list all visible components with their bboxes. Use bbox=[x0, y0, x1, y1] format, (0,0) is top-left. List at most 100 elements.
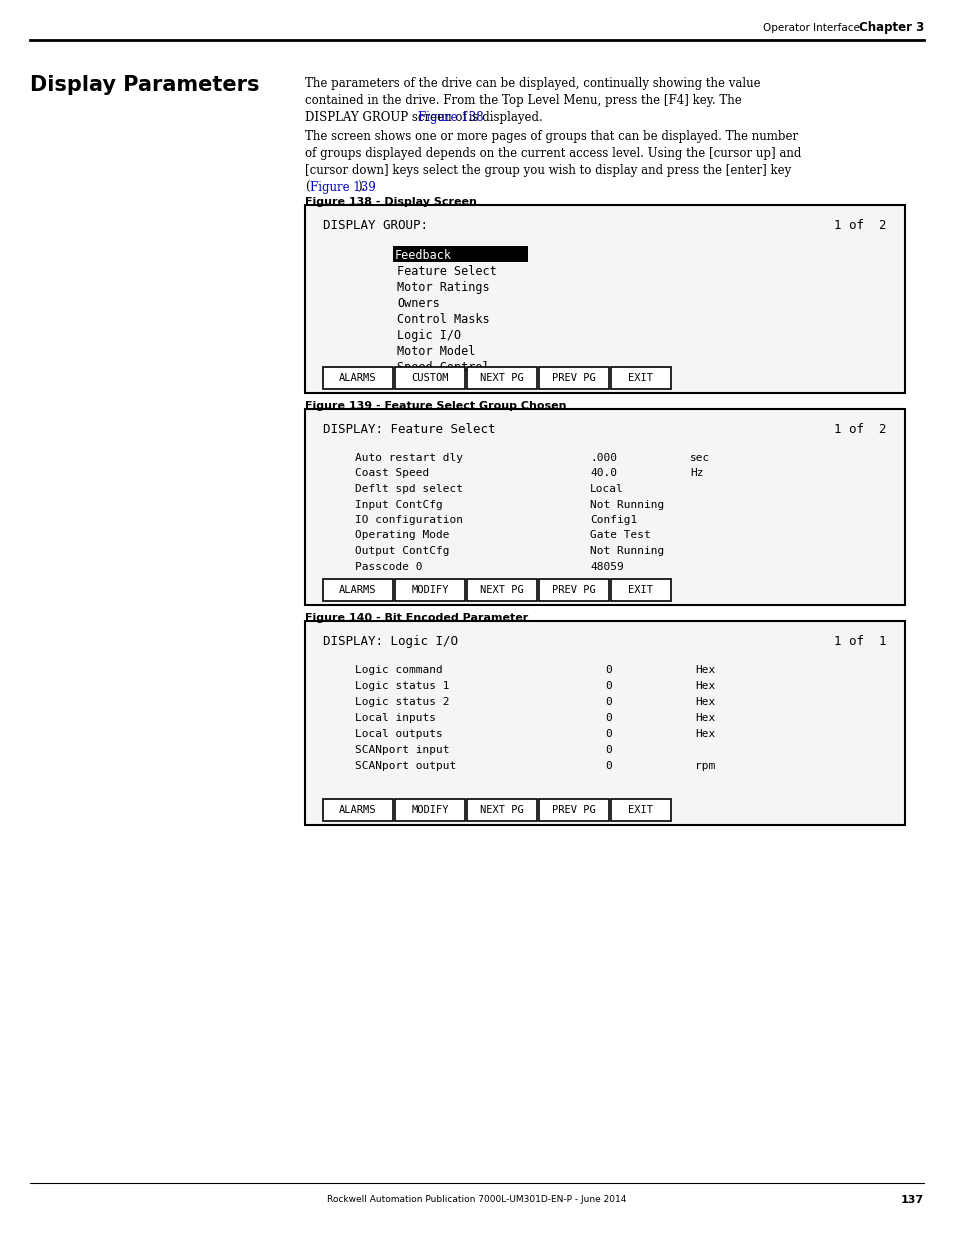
Text: 1 of  2: 1 of 2 bbox=[834, 424, 886, 436]
Text: contained in the drive. From the Top Level Menu, press the [F4] key. The: contained in the drive. From the Top Lev… bbox=[305, 94, 741, 107]
Text: 0: 0 bbox=[604, 680, 611, 692]
Text: Logic status 1: Logic status 1 bbox=[355, 680, 449, 692]
Text: Chapter 3: Chapter 3 bbox=[858, 21, 923, 35]
Text: Figure 139 - Feature Select Group Chosen: Figure 139 - Feature Select Group Chosen bbox=[305, 401, 566, 411]
Text: ALARMS: ALARMS bbox=[339, 585, 376, 595]
Text: Speed Control: Speed Control bbox=[396, 361, 489, 374]
Text: Logic I/O: Logic I/O bbox=[396, 329, 460, 342]
Text: Motor Ratings: Motor Ratings bbox=[396, 282, 489, 294]
Bar bbox=[538, 799, 608, 821]
Text: Hz: Hz bbox=[689, 468, 702, 478]
Text: Output ContCfg: Output ContCfg bbox=[355, 546, 449, 556]
Text: DISPLAY: Logic I/O: DISPLAY: Logic I/O bbox=[323, 635, 457, 648]
Text: Motor Model: Motor Model bbox=[396, 345, 475, 358]
Text: Auto restart dly: Auto restart dly bbox=[355, 453, 462, 463]
Text: Hex: Hex bbox=[695, 729, 715, 739]
Bar bbox=[323, 579, 393, 601]
Text: Passcode 0: Passcode 0 bbox=[355, 562, 422, 572]
Text: ALARMS: ALARMS bbox=[339, 805, 376, 815]
Text: DISPLAY GROUP screen of: DISPLAY GROUP screen of bbox=[305, 111, 470, 124]
Text: EXIT: EXIT bbox=[628, 373, 653, 383]
Text: Deflt spd select: Deflt spd select bbox=[355, 484, 462, 494]
Text: IO configuration: IO configuration bbox=[355, 515, 462, 525]
Text: .000: .000 bbox=[589, 453, 617, 463]
Text: Coast Speed: Coast Speed bbox=[355, 468, 429, 478]
Text: Owners: Owners bbox=[396, 296, 439, 310]
Text: Operating Mode: Operating Mode bbox=[355, 531, 449, 541]
Text: 137: 137 bbox=[900, 1195, 923, 1205]
Bar bbox=[467, 799, 537, 821]
Text: is displayed.: is displayed. bbox=[465, 111, 542, 124]
Text: Feature Select: Feature Select bbox=[396, 266, 497, 278]
Text: The parameters of the drive can be displayed, continually showing the value: The parameters of the drive can be displ… bbox=[305, 77, 760, 90]
Bar bbox=[395, 367, 464, 389]
Text: [cursor down] keys select the group you wish to display and press the [enter] ke: [cursor down] keys select the group you … bbox=[305, 164, 790, 177]
Text: Hex: Hex bbox=[695, 664, 715, 676]
Bar bbox=[610, 799, 670, 821]
Text: Local outputs: Local outputs bbox=[355, 729, 442, 739]
Text: MODIFY: MODIFY bbox=[411, 805, 448, 815]
Text: Figure 139: Figure 139 bbox=[310, 182, 375, 194]
Text: MODIFY: MODIFY bbox=[411, 585, 448, 595]
Text: ALARMS: ALARMS bbox=[339, 373, 376, 383]
Text: Input ContCfg: Input ContCfg bbox=[355, 499, 442, 510]
Text: 40.0: 40.0 bbox=[589, 468, 617, 478]
Text: SCANport input: SCANport input bbox=[355, 745, 449, 755]
Text: Hex: Hex bbox=[695, 697, 715, 706]
Text: PREV PG: PREV PG bbox=[552, 805, 596, 815]
Text: Figure 138 - Display Screen: Figure 138 - Display Screen bbox=[305, 198, 476, 207]
Text: Hex: Hex bbox=[695, 713, 715, 722]
Text: 0: 0 bbox=[604, 745, 611, 755]
Bar bbox=[395, 799, 464, 821]
Bar bbox=[393, 246, 527, 262]
Text: Display Parameters: Display Parameters bbox=[30, 75, 259, 95]
Text: ).: ). bbox=[356, 182, 365, 194]
Text: PREV PG: PREV PG bbox=[552, 585, 596, 595]
Text: 0: 0 bbox=[604, 729, 611, 739]
Text: 0: 0 bbox=[604, 664, 611, 676]
Bar bbox=[538, 367, 608, 389]
Text: DISPLAY: Feature Select: DISPLAY: Feature Select bbox=[323, 424, 495, 436]
Text: Logic status 2: Logic status 2 bbox=[355, 697, 449, 706]
Text: 1 of  1: 1 of 1 bbox=[834, 635, 886, 648]
Text: Figure 140 - Bit Encoded Parameter: Figure 140 - Bit Encoded Parameter bbox=[305, 613, 528, 622]
Text: NEXT PG: NEXT PG bbox=[479, 585, 523, 595]
Text: Local inputs: Local inputs bbox=[355, 713, 436, 722]
Text: sec: sec bbox=[689, 453, 709, 463]
Text: Figure 138: Figure 138 bbox=[417, 111, 483, 124]
Text: 1 of  2: 1 of 2 bbox=[834, 219, 886, 232]
Text: Hex: Hex bbox=[695, 680, 715, 692]
Text: SCANport output: SCANport output bbox=[355, 761, 456, 771]
Bar bbox=[323, 367, 393, 389]
Text: Operator Interface: Operator Interface bbox=[762, 23, 859, 33]
Text: Local: Local bbox=[589, 484, 623, 494]
Text: 48059: 48059 bbox=[589, 562, 623, 572]
Text: Logic command: Logic command bbox=[355, 664, 442, 676]
Text: EXIT: EXIT bbox=[628, 585, 653, 595]
Text: EXIT: EXIT bbox=[628, 805, 653, 815]
Bar bbox=[305, 205, 904, 393]
Text: CUSTOM: CUSTOM bbox=[411, 373, 448, 383]
Text: NEXT PG: NEXT PG bbox=[479, 373, 523, 383]
Bar bbox=[467, 367, 537, 389]
Text: PREV PG: PREV PG bbox=[552, 373, 596, 383]
Bar bbox=[538, 579, 608, 601]
Bar bbox=[467, 579, 537, 601]
Bar bbox=[395, 579, 464, 601]
Text: 0: 0 bbox=[604, 713, 611, 722]
Text: 0: 0 bbox=[604, 697, 611, 706]
Text: Control Masks: Control Masks bbox=[396, 312, 489, 326]
Bar bbox=[305, 621, 904, 825]
Text: Config1: Config1 bbox=[589, 515, 637, 525]
Text: 0: 0 bbox=[604, 761, 611, 771]
Text: Rockwell Automation Publication 7000L-UM301D-EN-P - June 2014: Rockwell Automation Publication 7000L-UM… bbox=[327, 1195, 626, 1204]
Text: The screen shows one or more pages of groups that can be displayed. The number: The screen shows one or more pages of gr… bbox=[305, 130, 798, 143]
Text: Not Running: Not Running bbox=[589, 499, 663, 510]
Bar bbox=[323, 799, 393, 821]
Text: NEXT PG: NEXT PG bbox=[479, 805, 523, 815]
Text: rpm: rpm bbox=[695, 761, 715, 771]
Text: Gate Test: Gate Test bbox=[589, 531, 650, 541]
Bar bbox=[610, 579, 670, 601]
Text: DISPLAY GROUP:: DISPLAY GROUP: bbox=[323, 219, 428, 232]
Text: of groups displayed depends on the current access level. Using the [cursor up] a: of groups displayed depends on the curre… bbox=[305, 147, 801, 161]
